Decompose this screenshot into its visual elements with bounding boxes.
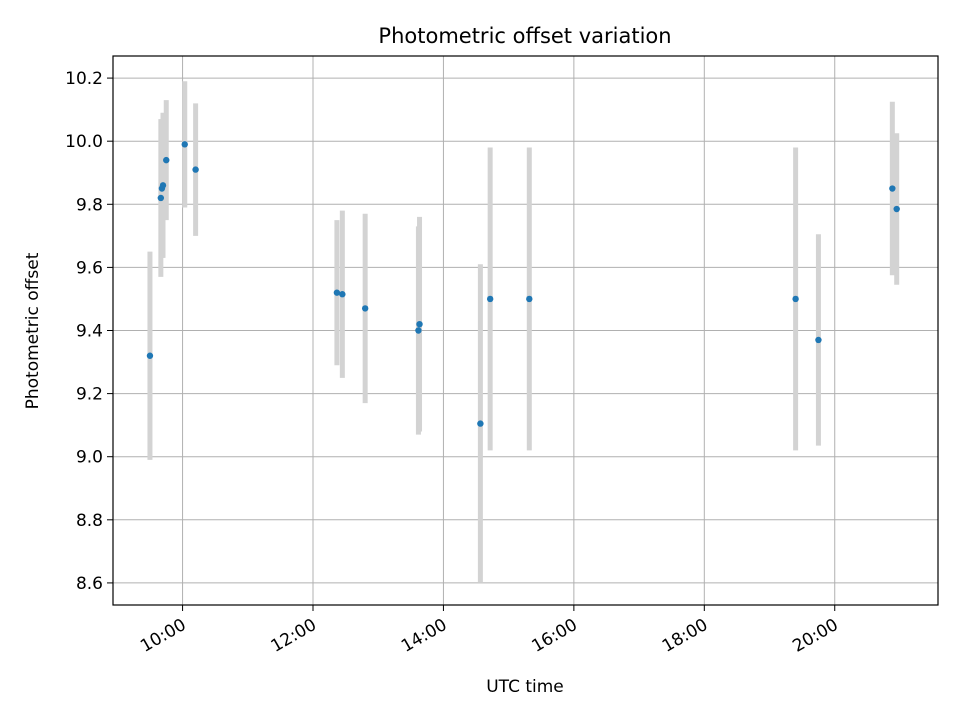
y-tick-label: 10.0 bbox=[65, 132, 103, 152]
data-point bbox=[146, 352, 154, 359]
y-tick-label: 9.0 bbox=[76, 448, 103, 468]
data-point bbox=[792, 295, 799, 303]
y-tick-label: 8.8 bbox=[76, 511, 103, 531]
data-point bbox=[893, 205, 900, 213]
data-point bbox=[415, 327, 422, 334]
data-point bbox=[192, 166, 199, 173]
y-tick-label: 10.2 bbox=[65, 69, 103, 89]
data-point bbox=[157, 194, 165, 202]
data-points bbox=[146, 141, 900, 427]
chart-title: Photometric offset variation bbox=[378, 24, 671, 48]
y-axis-label: Photometric offset bbox=[23, 252, 43, 409]
data-point bbox=[361, 305, 369, 312]
data-point bbox=[486, 295, 494, 303]
y-tick-label: 9.6 bbox=[76, 258, 103, 278]
data-point bbox=[333, 289, 341, 296]
data-point bbox=[339, 291, 346, 298]
grid-lines bbox=[113, 56, 938, 605]
y-tick-label: 9.2 bbox=[76, 385, 103, 405]
data-point bbox=[815, 336, 822, 344]
y-tick-label: 9.4 bbox=[76, 322, 103, 342]
data-point bbox=[889, 185, 896, 192]
data-point bbox=[416, 320, 423, 328]
x-axis-label: UTC time bbox=[486, 677, 564, 697]
data-point bbox=[181, 141, 188, 148]
data-point bbox=[163, 156, 170, 164]
data-point bbox=[159, 182, 167, 189]
y-tick-label: 8.6 bbox=[76, 574, 103, 594]
data-point bbox=[477, 420, 484, 427]
data-point bbox=[526, 295, 533, 303]
y-tick-label: 9.8 bbox=[76, 195, 103, 215]
